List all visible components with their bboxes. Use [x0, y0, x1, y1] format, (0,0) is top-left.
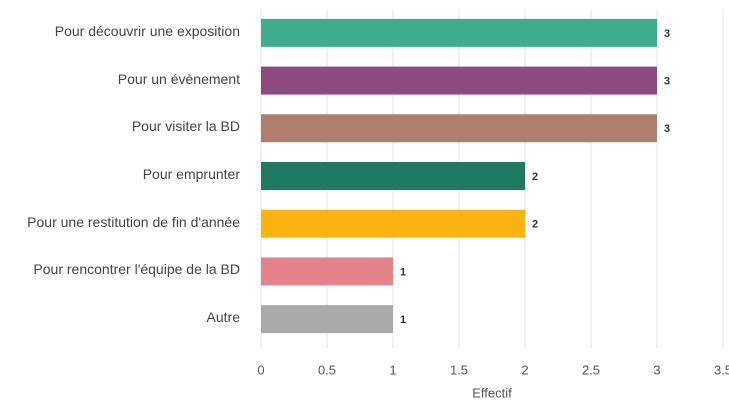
value-label: 1	[400, 314, 406, 326]
x-tick-label: 0	[257, 362, 264, 377]
category-text: Pour rencontrer l'équipe de la BD	[33, 261, 240, 278]
category-label: Pour découvrir une exposition	[0, 7, 240, 55]
category-label: Pour emprunter	[0, 150, 240, 198]
category-label: Pour une restitution de fin d'année	[0, 198, 240, 246]
bar	[261, 162, 525, 190]
bar	[261, 305, 393, 334]
value-label: 1	[400, 266, 406, 278]
x-axis-title: Effectif	[472, 385, 512, 400]
bar	[261, 257, 393, 286]
category-label: Pour un évènement	[0, 55, 240, 103]
bar	[261, 66, 657, 95]
category-label: Pour rencontrer l'équipe de la BD	[0, 246, 240, 294]
bar	[261, 209, 525, 238]
x-tick-label: 1	[389, 362, 396, 377]
category-text: Pour un évènement	[117, 70, 240, 87]
bar	[261, 114, 657, 143]
value-label: 2	[532, 171, 538, 183]
x-tick-label: 2.5	[582, 362, 600, 377]
bar	[261, 18, 657, 47]
category-text: Pour une restitution de fin d'année	[27, 213, 240, 230]
value-label: 3	[664, 75, 670, 87]
category-text: Autre	[206, 309, 240, 326]
x-tick-label: 3	[653, 362, 660, 377]
value-label: 2	[532, 219, 538, 231]
value-label: 3	[664, 28, 670, 40]
category-label: Autre	[0, 293, 240, 341]
x-tick-label: 0.5	[318, 362, 336, 377]
value-label: 3	[664, 123, 670, 135]
category-label: Pour visiter la BD	[0, 102, 240, 150]
x-tick-label: 3.5	[714, 362, 729, 377]
x-tick-label: 1.5	[450, 362, 468, 377]
category-text: Pour visiter la BD	[131, 118, 240, 135]
category-text: Pour découvrir une exposition	[54, 22, 240, 39]
x-tick-label: 2	[521, 362, 528, 377]
category-text: Pour emprunter	[142, 165, 240, 182]
